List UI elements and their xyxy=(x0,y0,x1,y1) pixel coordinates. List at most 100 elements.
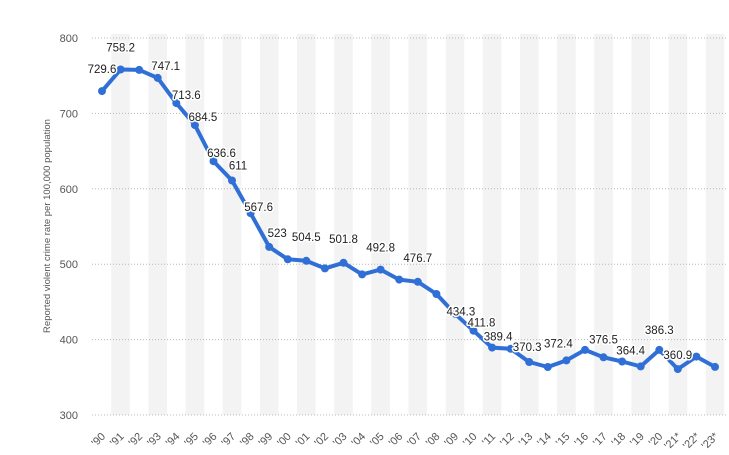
x-tick-label: '08 xyxy=(424,431,443,450)
year-band xyxy=(185,34,205,415)
x-tick-label: '10 xyxy=(461,431,480,450)
x-tick-label: '12 xyxy=(498,431,517,450)
data-point xyxy=(599,353,608,362)
data-label: 713.6 xyxy=(172,90,201,102)
x-tick-label: '97 xyxy=(220,431,239,450)
x-tick-label: '16 xyxy=(572,431,591,450)
series-line xyxy=(100,67,717,372)
data-label: 747.1 xyxy=(151,61,180,73)
data-point xyxy=(488,343,497,352)
y-tick-label: 700 xyxy=(60,108,78,120)
data-point xyxy=(636,362,645,371)
data-point xyxy=(246,209,255,218)
x-tick-label: '04 xyxy=(350,431,369,450)
y-tick-label: 500 xyxy=(60,259,78,271)
x-tick-label: '01 xyxy=(294,431,313,450)
data-point xyxy=(432,290,441,298)
data-label: 386.3 xyxy=(645,325,674,337)
data-label: 729.6 xyxy=(88,64,117,76)
x-tick-label: '11 xyxy=(480,431,498,449)
data-point xyxy=(692,352,701,361)
x-tick-label: '19 xyxy=(628,431,647,450)
data-point xyxy=(98,87,106,96)
data-label: 370.3 xyxy=(513,342,542,354)
y-gridlines xyxy=(92,37,726,416)
x-tick-label: '95 xyxy=(182,431,201,450)
x-tick-label: '13 xyxy=(517,431,536,450)
y-axis-tick-labels: 300 400 500 600 700 800 xyxy=(60,33,78,422)
data-label: 434.3 xyxy=(447,307,476,319)
x-tick-label: '22* xyxy=(681,430,703,452)
data-point xyxy=(320,264,329,273)
x-tick-label: '02 xyxy=(312,431,331,450)
data-label: 372.4 xyxy=(544,338,573,350)
data-label: 476.7 xyxy=(403,253,432,265)
data-point xyxy=(135,65,144,74)
x-tick-label: '03 xyxy=(331,431,350,450)
x-tick-label: '17 xyxy=(591,431,610,450)
data-point xyxy=(506,344,515,353)
year-band xyxy=(482,34,502,415)
y-axis-label: Reported violent crime rate per 100,000 … xyxy=(42,119,53,333)
data-point xyxy=(116,65,125,74)
data-point xyxy=(581,345,589,354)
x-tick-label: '09 xyxy=(442,431,461,450)
x-tick-label: '90 xyxy=(89,431,108,450)
data-point xyxy=(228,176,236,185)
data-label: 360.9 xyxy=(663,350,692,362)
data-label: 501.8 xyxy=(329,234,358,246)
x-tick-label: '99 xyxy=(257,431,276,450)
y-tick-label: 300 xyxy=(60,410,78,422)
x-axis-tick-labels: '90'91'92'93'94'95'96'97'98'99'00'01'02 '… xyxy=(89,430,721,452)
x-tick-label: '20 xyxy=(647,431,666,450)
year-band xyxy=(445,34,465,415)
year-band xyxy=(557,34,576,415)
data-label: 364.4 xyxy=(616,345,645,357)
x-tick-label: '92 xyxy=(127,431,146,450)
data-label: 492.8 xyxy=(366,243,395,255)
data-label: 411.8 xyxy=(468,318,496,330)
year-band xyxy=(297,34,316,415)
data-point xyxy=(525,358,534,366)
data-label: 504.5 xyxy=(292,232,321,244)
data-point xyxy=(209,157,218,166)
data-point xyxy=(283,255,292,264)
data-point xyxy=(711,362,719,371)
data-label: 567.6 xyxy=(244,202,273,214)
data-point xyxy=(265,242,274,251)
year-band xyxy=(631,34,650,415)
data-point xyxy=(339,258,348,267)
data-label: 636.6 xyxy=(207,148,236,160)
year-band xyxy=(594,34,613,415)
y-tick-label: 600 xyxy=(60,184,78,196)
x-tick-label: '23* xyxy=(699,430,721,452)
data-point xyxy=(153,73,162,82)
year-band xyxy=(148,34,167,415)
data-point xyxy=(543,363,552,371)
data-point xyxy=(655,345,664,354)
x-tick-label: '98 xyxy=(238,431,257,450)
data-label: 758.2 xyxy=(106,43,135,55)
x-tick-label: '94 xyxy=(164,431,183,450)
year-band xyxy=(705,34,725,415)
data-label: 611 xyxy=(229,161,247,173)
year-band xyxy=(334,34,353,415)
year-band xyxy=(408,34,428,415)
year-band xyxy=(111,34,130,415)
data-point xyxy=(395,275,404,284)
year-band xyxy=(371,34,390,415)
data-label: 684.5 xyxy=(189,112,218,124)
data-point xyxy=(358,270,367,279)
data-point xyxy=(376,265,385,274)
x-tick-label: '21* xyxy=(662,430,684,452)
year-band xyxy=(520,34,539,415)
alternating-year-bands xyxy=(111,34,725,415)
year-band xyxy=(259,34,279,415)
data-point xyxy=(172,99,181,108)
x-tick-label: '18 xyxy=(610,431,629,450)
data-point xyxy=(618,357,627,366)
series-points xyxy=(98,65,719,374)
x-tick-label: '07 xyxy=(405,431,424,450)
data-point xyxy=(469,326,478,335)
